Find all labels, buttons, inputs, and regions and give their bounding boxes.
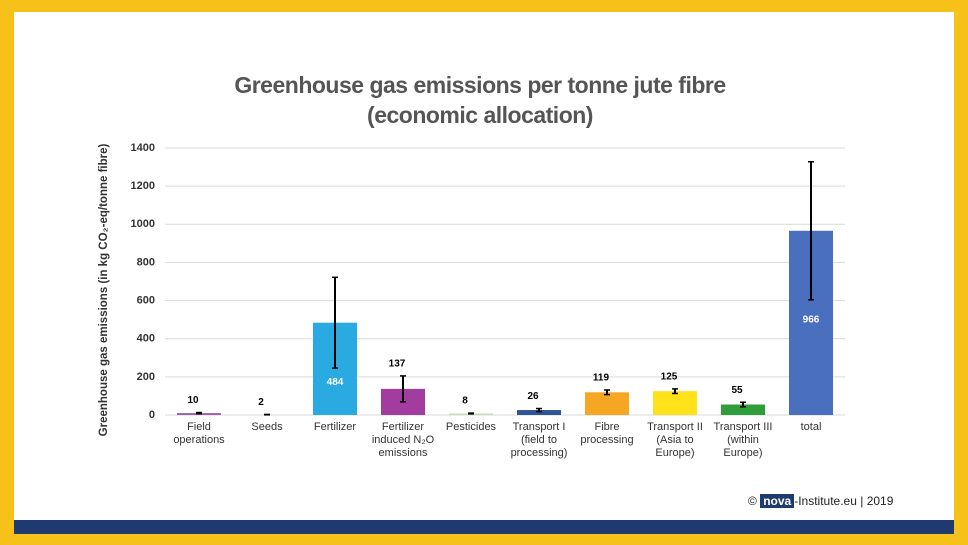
data-label: 8 [462, 396, 468, 407]
y-tick-label: 800 [137, 256, 155, 268]
data-label: 10 [187, 395, 199, 406]
bar [653, 391, 697, 415]
data-label: 966 [803, 314, 820, 325]
y-tick-label: 600 [137, 294, 155, 306]
copyright-symbol: © [748, 494, 757, 508]
data-label: 484 [327, 377, 344, 388]
bottom-strip [14, 520, 954, 534]
data-label: 119 [593, 373, 610, 384]
y-tick-label: 400 [137, 333, 155, 345]
data-label: 125 [661, 372, 678, 383]
logo: nova [760, 494, 795, 508]
chart-title: Greenhouse gas emissions per tonne jute … [234, 72, 726, 128]
x-tick-label: Pesticides [445, 421, 497, 433]
y-axis-label: Greenhouse gas emissions (in kg CO₂-eq/t… [98, 144, 110, 437]
data-label: 55 [731, 385, 743, 396]
y-tick-label: 1400 [131, 142, 155, 154]
x-tick-label: Fibre processing [580, 421, 634, 446]
x-tick-label: Fertilizer [313, 421, 357, 433]
copyright: © nova -Institute.eu | 2019 [748, 494, 893, 508]
x-tick-label: Transport II (Asia to Europe) [647, 421, 703, 459]
data-label: 137 [389, 359, 406, 370]
x-tick-label: Seeds [251, 421, 283, 433]
data-label: 2 [258, 397, 264, 408]
copyright-text: -Institute.eu | 2019 [794, 494, 894, 508]
bar [517, 410, 561, 415]
data-label: 26 [527, 391, 539, 402]
y-tick-label: 1000 [131, 218, 155, 230]
x-tick-label: Transport III (within Europe) [713, 421, 773, 459]
y-tick-label: 200 [137, 371, 155, 383]
bar [585, 392, 629, 415]
y-tick-label: 1200 [131, 180, 155, 192]
x-tick-label: Transport I (field to processing) [510, 421, 568, 459]
bar [721, 404, 765, 415]
x-tick-label: total [800, 421, 822, 433]
x-tick-label: Fertilizer induced N₂O emissions [371, 421, 435, 459]
x-tick-label: Field operations [173, 421, 225, 446]
y-tick-label: 0 [149, 409, 155, 421]
